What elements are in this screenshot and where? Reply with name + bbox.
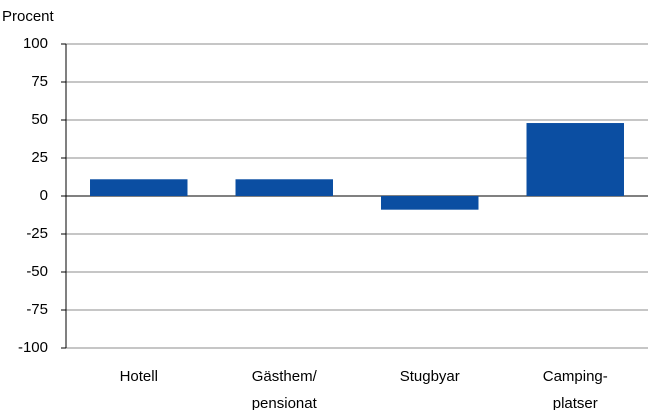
y-tick-label: 100 (23, 35, 48, 52)
bar (381, 196, 479, 210)
y-tick-label: -50 (26, 263, 48, 280)
y-tick-label: 50 (31, 111, 48, 128)
y-axis-label: Procent (2, 8, 55, 25)
bar (526, 123, 624, 196)
y-tick-label: 25 (31, 149, 48, 166)
bar (235, 179, 333, 196)
x-tick-label: Camping-platser (543, 368, 608, 410)
x-tick-label: Stugbyar (400, 368, 460, 385)
x-tick-label: Gästhem/pensionat (252, 368, 318, 410)
y-tick-label: 75 (31, 73, 48, 90)
y-tick-label: 0 (40, 187, 48, 204)
y-tick-label: -25 (26, 225, 48, 242)
bar (90, 179, 188, 196)
x-tick-label: Hotell (120, 368, 158, 385)
y-tick-label: -100 (18, 339, 48, 356)
y-tick-label: -75 (26, 301, 48, 318)
